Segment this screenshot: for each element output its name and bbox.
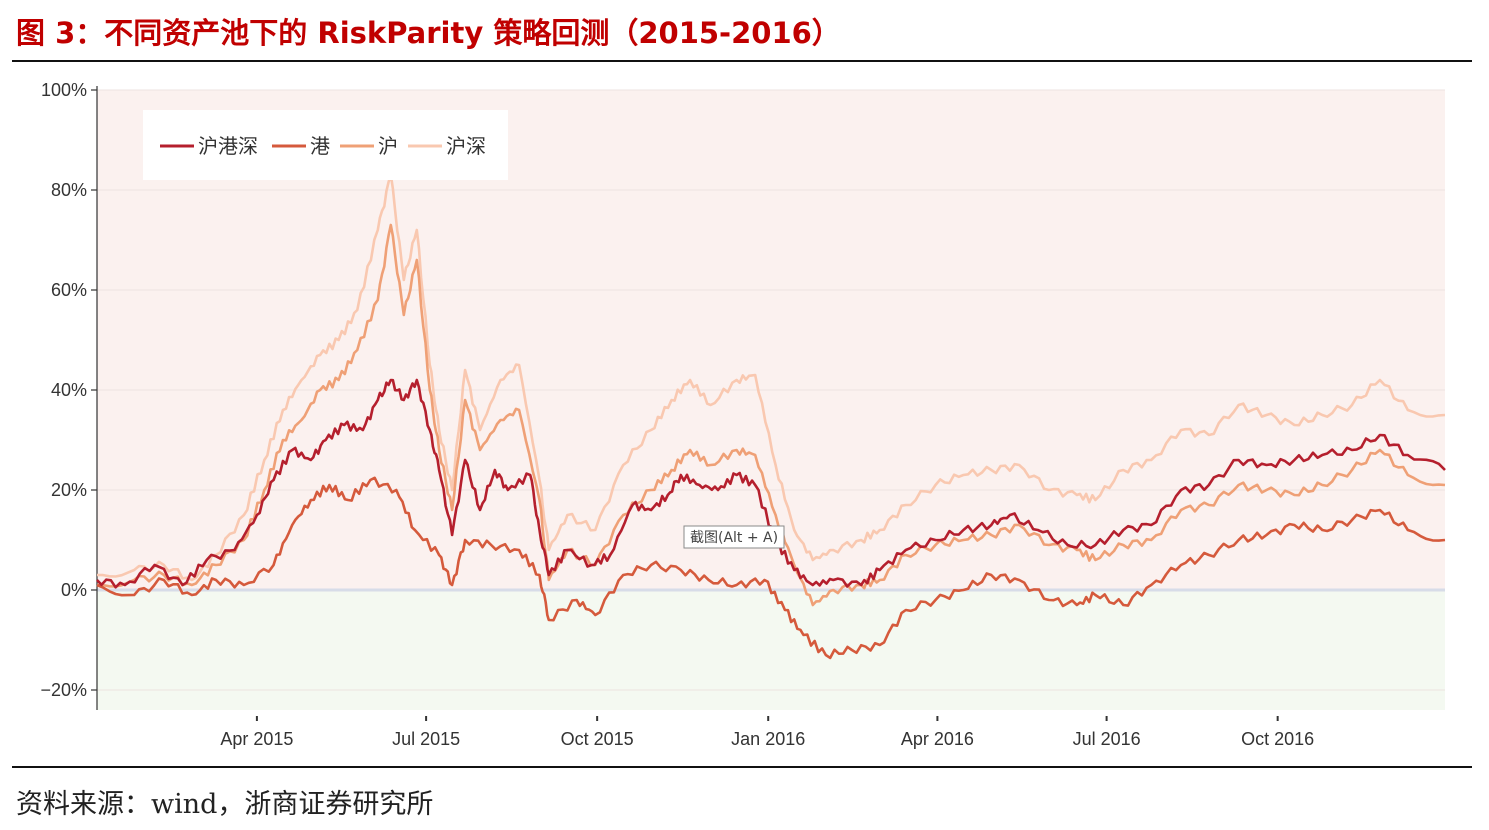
risk-parity-line-chart: −20% 0% 20% 40% 60% 80% 100% Apr 2015 Jul 2015 O… — [40, 80, 1446, 749]
x-tick-label: Apr 2015 — [220, 729, 293, 749]
series-line-沪港深 — [96, 378, 1446, 589]
series-line-沪深 — [96, 173, 1446, 582]
y-axis-ticks: −20% 0% 20% 40% 60% 80% 100% — [40, 80, 97, 700]
series-lines — [96, 173, 1446, 660]
x-tick-label: Jan 2016 — [731, 729, 805, 749]
legend: 沪港深 港 沪 沪深 — [143, 110, 508, 180]
y-tick-label: 80% — [51, 180, 87, 200]
y-tick-label: −20% — [40, 680, 87, 700]
series-line-沪 — [96, 223, 1446, 607]
bottom-rule — [12, 766, 1472, 768]
y-tick-label: 20% — [51, 480, 87, 500]
x-tick-label: Apr 2016 — [901, 729, 974, 749]
series-line-港 — [96, 476, 1446, 660]
top-rule — [12, 60, 1472, 62]
x-tick-label: Oct 2016 — [1241, 729, 1314, 749]
tooltip-text: 截图(Alt + A) — [690, 530, 778, 546]
tooltip-box — [683, 525, 785, 549]
source-note: 资料来源：wind，浙商证券研究所 — [16, 789, 434, 820]
legend-label: 沪 — [378, 134, 398, 158]
x-tick-label: Jul 2015 — [392, 729, 460, 749]
legend-label: 港 — [310, 134, 330, 158]
screenshot-tooltip: 截图(Alt + A) — [683, 525, 785, 549]
x-tick-label: Oct 2015 — [561, 729, 634, 749]
legend-label: 沪深 — [446, 134, 486, 158]
y-tick-label: 40% — [51, 380, 87, 400]
negative-region — [97, 590, 1445, 710]
legend-label: 沪港深 — [198, 134, 258, 158]
y-tick-label: 100% — [41, 80, 87, 100]
plot-background — [97, 90, 1445, 710]
figure-title: 图 3：不同资产池下的 RiskParity 策略回测（2015-2016） — [16, 16, 841, 50]
x-tick-label: Jul 2016 — [1073, 729, 1141, 749]
legend-box — [143, 110, 508, 180]
y-tick-label: 60% — [51, 280, 87, 300]
x-axis-ticks: Apr 2015 Jul 2015 Oct 2015 Jan 2016 Apr 2016… — [220, 716, 1314, 749]
y-tick-label: 0% — [61, 580, 87, 600]
